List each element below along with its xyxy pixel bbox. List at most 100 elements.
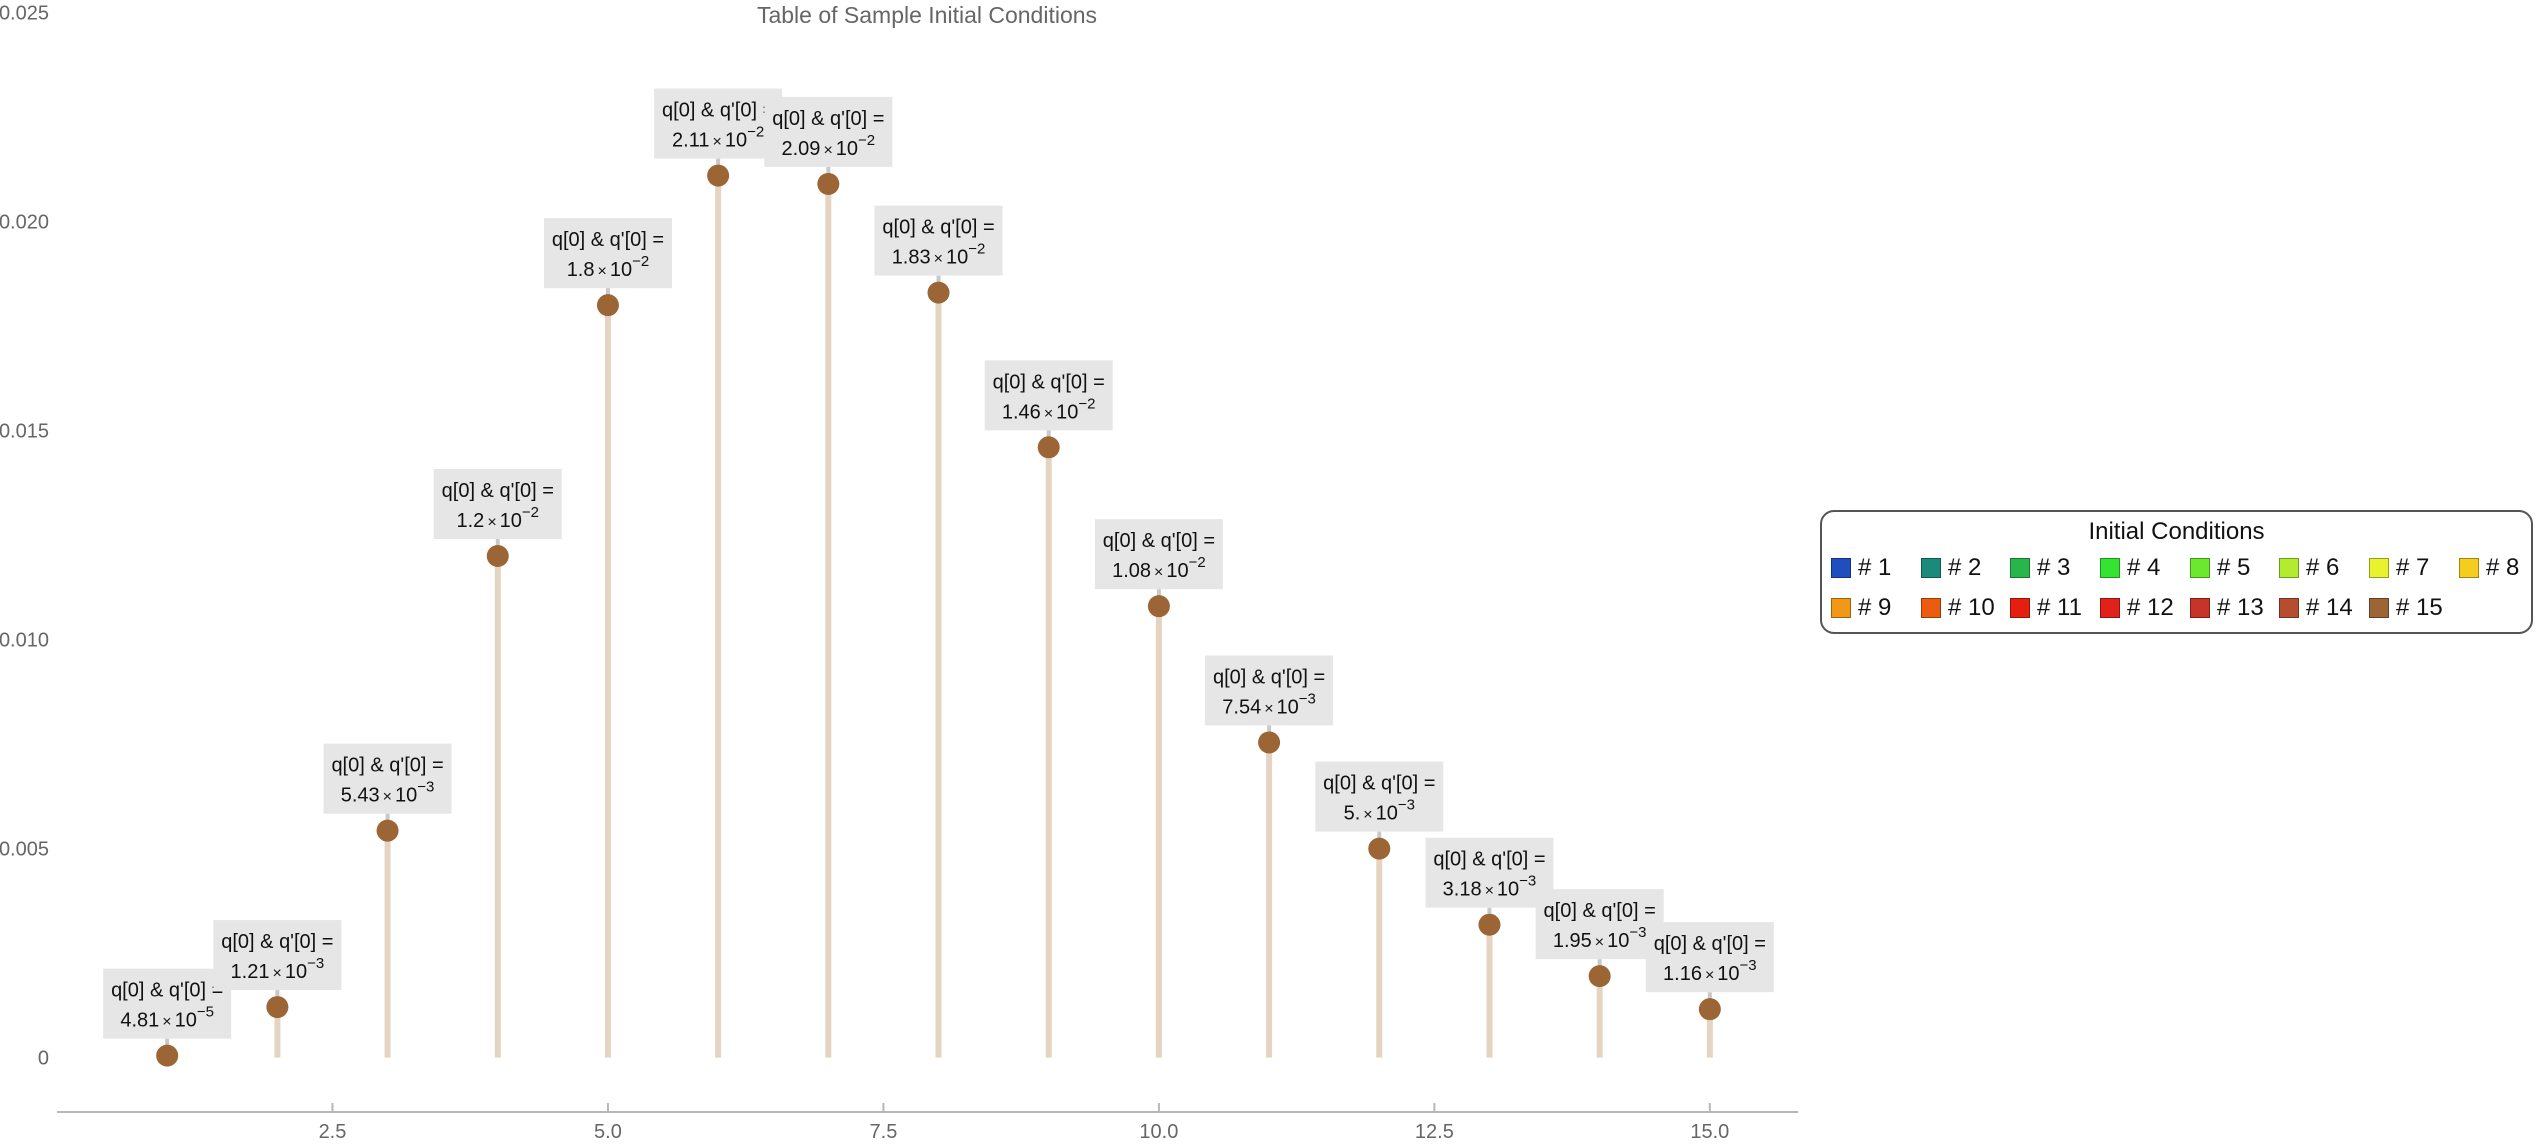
legend-item: # 10 <box>1921 594 1995 622</box>
x-tick-label: 15.0 <box>1690 1121 1729 1143</box>
label-value: 1.46 × 10−2 <box>1002 395 1096 423</box>
legend-label: # 4 <box>2127 554 2161 581</box>
data-point <box>1147 595 1170 618</box>
label-times: × <box>823 142 832 159</box>
legend-swatch <box>2279 598 2299 618</box>
label-exponent: −2 <box>747 124 764 141</box>
legend-item: # 8 <box>2459 554 2519 582</box>
label-prefix: q[0] & q'[0] = <box>1213 666 1325 688</box>
label-base: 10 <box>1717 963 1739 985</box>
data-point <box>486 545 509 567</box>
data-label: q[0] & q'[0] =1.83 × 10−2 <box>874 205 1003 304</box>
legend-item: # 3 <box>2010 554 2070 582</box>
label-times: × <box>272 965 281 982</box>
label-value: 5. × 10−3 <box>1344 797 1415 825</box>
label-mantissa: 5.43 <box>341 785 380 807</box>
label-times: × <box>934 251 943 268</box>
label-mantissa: 1.95 <box>1553 930 1592 952</box>
chart-title: Table of Sample Initial Conditions <box>757 2 1097 28</box>
label-base: 10 <box>395 785 417 807</box>
x-tick-label: 10.0 <box>1139 1121 1178 1143</box>
label-mantissa: 2.11 <box>672 130 709 152</box>
label-prefix: q[0] & q'[0] = <box>662 100 774 122</box>
data-label: q[0] & q'[0] =2.11 × 10−2 <box>654 88 783 187</box>
label-prefix: q[0] & q'[0] = <box>1103 530 1215 552</box>
label-base: 10 <box>175 1010 197 1032</box>
label-times: × <box>598 263 607 280</box>
x-axis-ticks: 2.5 5.0 7.5 10.0 12.5 15.0 <box>319 1103 1729 1143</box>
legend-swatch <box>2279 558 2299 578</box>
legend-label: # 7 <box>2396 554 2430 581</box>
label-prefix: q[0] & q'[0] = <box>1544 900 1656 922</box>
label-value: 1.83 × 10−2 <box>892 241 986 269</box>
legend-swatch <box>1921 598 1941 618</box>
legend-swatch <box>2100 558 2120 578</box>
label-prefix: q[0] & q'[0] = <box>1654 933 1766 955</box>
label-exponent: −2 <box>1078 395 1095 412</box>
legend-swatch <box>2369 598 2389 618</box>
label-base: 10 <box>1166 560 1188 582</box>
x-tick-label: 12.5 <box>1415 1121 1454 1143</box>
legend-item: # 5 <box>2190 554 2250 582</box>
label-box <box>1425 837 1554 908</box>
data-label: q[0] & q'[0] =1.8 × 10−2 <box>543 218 672 317</box>
label-prefix: q[0] & q'[0] = <box>1433 849 1545 871</box>
data-point <box>376 819 399 842</box>
label-box <box>1535 889 1664 960</box>
label-exponent: −2 <box>632 253 649 270</box>
label-prefix: q[0] & q'[0] = <box>442 480 554 502</box>
data-label: q[0] & q'[0] =7.54 × 10−3 <box>1205 655 1334 754</box>
legend-item: # 2 <box>1921 554 1981 582</box>
label-box <box>874 205 1003 276</box>
label-base: 10 <box>1056 401 1078 423</box>
y-tick-label: 0.020 <box>0 212 49 234</box>
label-prefix: q[0] & q'[0] = <box>1323 773 1435 795</box>
label-prefix: q[0] & q'[0] = <box>882 217 994 239</box>
legend-swatch <box>2190 598 2210 618</box>
data-labels: q[0] & q'[0] =4.81 × 10−5q[0] & q'[0] =1.2… <box>103 88 1774 1067</box>
label-exponent: −3 <box>1299 690 1316 707</box>
data-point <box>1478 913 1501 936</box>
label-times: × <box>383 789 392 806</box>
legend-label: # 14 <box>2306 594 2353 621</box>
stems <box>164 175 1713 1058</box>
label-mantissa: 1.21 <box>231 961 270 983</box>
label-times: × <box>1363 807 1372 824</box>
label-value: 1.95 × 10−3 <box>1553 924 1647 952</box>
legend-item: # 7 <box>2369 554 2429 582</box>
label-value: 1.08 × 10−2 <box>1112 554 1206 582</box>
label-box <box>1645 922 1774 993</box>
legend-label: # 2 <box>1948 554 1982 581</box>
label-mantissa: 4.81 <box>120 1010 159 1032</box>
label-box <box>543 218 672 289</box>
y-tick-label: 0.025 <box>0 3 49 25</box>
legend-item: # 4 <box>2100 554 2160 582</box>
label-mantissa: 1.83 <box>892 247 931 269</box>
label-value: 1.8 × 10−2 <box>567 253 650 281</box>
data-point <box>1368 837 1391 860</box>
label-value: 2.09 × 10−2 <box>782 132 876 160</box>
legend: Initial Conditions # 1 # 2 # 3 # 4 # 5 # 6 # 7… <box>1820 510 2533 634</box>
label-times: × <box>1154 564 1163 581</box>
label-times: × <box>1705 967 1714 984</box>
label-times: × <box>1044 405 1053 422</box>
data-label: q[0] & q'[0] =1.95 × 10−3 <box>1535 889 1664 988</box>
data-point <box>156 1044 179 1067</box>
label-box <box>103 968 232 1039</box>
label-exponent: −5 <box>197 1004 214 1021</box>
label-exponent: −2 <box>522 504 539 521</box>
label-base: 10 <box>1376 803 1398 825</box>
label-base: 10 <box>1497 879 1519 901</box>
data-label: q[0] & q'[0] =1.2 × 10−2 <box>433 469 562 567</box>
label-base: 10 <box>500 510 522 532</box>
legend-item: # 14 <box>2279 594 2353 622</box>
label-times: × <box>713 134 722 151</box>
data-point <box>1698 998 1721 1021</box>
label-exponent: −3 <box>1398 797 1415 814</box>
label-exponent: −2 <box>858 132 875 149</box>
label-mantissa: 5. <box>1344 803 1361 825</box>
label-exponent: −2 <box>1189 554 1206 571</box>
label-value: 1.16 × 10−3 <box>1663 957 1757 985</box>
label-box <box>433 469 562 539</box>
